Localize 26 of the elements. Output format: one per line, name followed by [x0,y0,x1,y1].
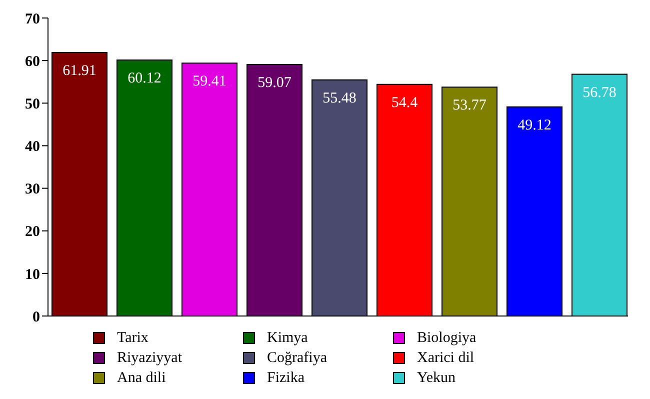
legend-label: Coğrafiya [267,350,327,366]
data-label: 59.41 [192,74,226,90]
y-tick-label: 0 [32,309,40,326]
data-label: 60.12 [128,70,162,87]
legend-label: Ana dili [117,370,166,386]
y-tick-label: 30 [25,182,40,198]
legend-label: Yekun [417,370,456,386]
y-tick-label: 50 [25,96,40,112]
y-tick-label: 70 [25,11,40,28]
data-label: 56.78 [582,84,616,101]
y-tick-label: 40 [25,139,40,156]
legend-label: Riyaziyyat [117,350,182,366]
y-tick-label: 10 [25,266,40,283]
y-tick-label: 20 [25,224,40,240]
legend-label: Kimya [267,330,308,346]
data-label: 61.91 [62,63,96,80]
data-label: 55.48 [322,90,356,106]
legend-label: Fizika [267,370,304,386]
legend-label: Xarici dil [417,350,474,366]
y-tick-label: 60 [25,54,40,70]
data-label: 59.07 [258,75,292,92]
legend-label: Tarix [117,330,148,346]
legend-label: Biologiya [417,330,476,346]
data-label: 54.4 [391,95,418,112]
data-label: 53.77 [452,98,487,114]
data-label: 49.12 [518,118,552,134]
